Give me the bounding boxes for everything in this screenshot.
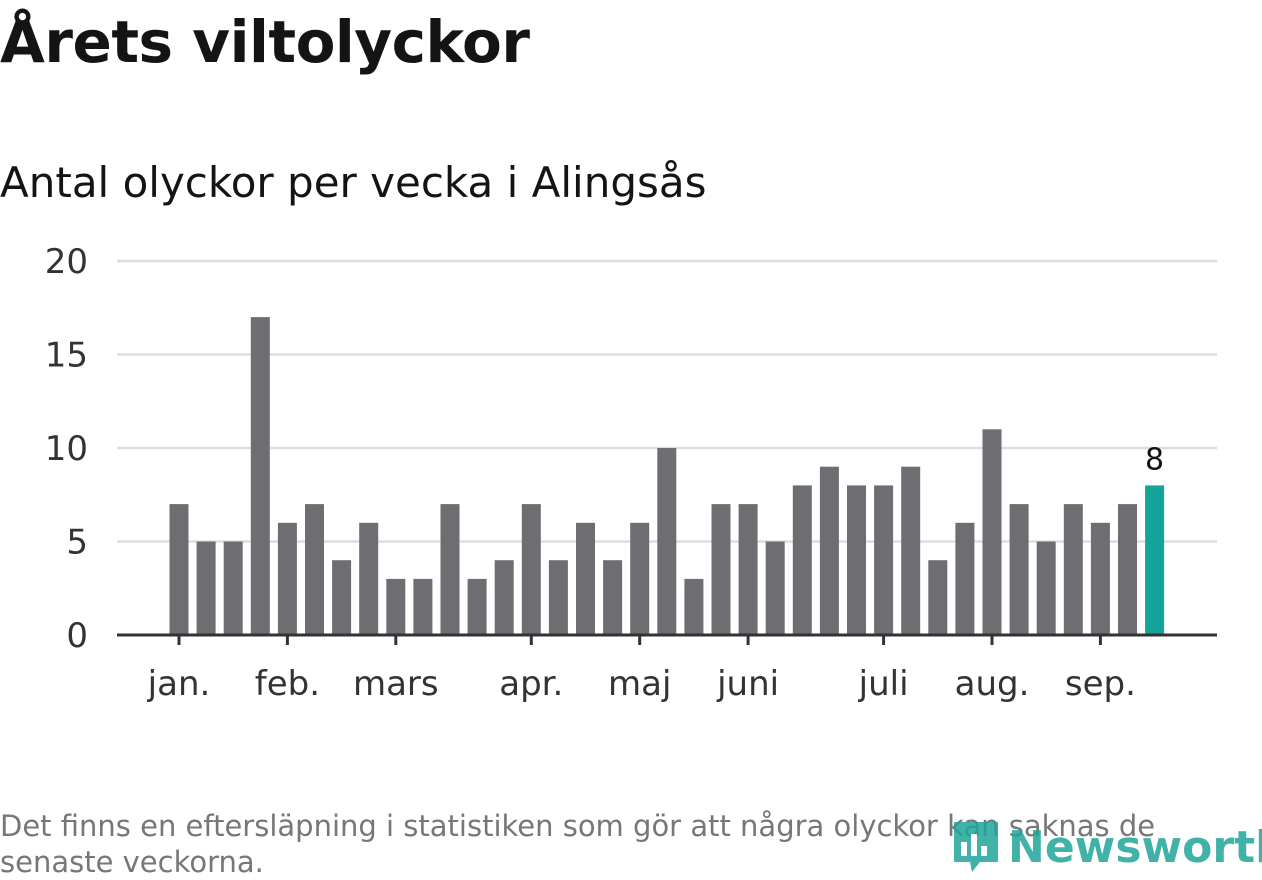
newsworthy-logo-icon <box>954 822 998 872</box>
bar <box>521 504 541 635</box>
bar <box>548 560 568 635</box>
bar <box>1063 504 1083 635</box>
bar <box>955 522 975 635</box>
bar <box>819 466 839 635</box>
y-tick-label: 0 <box>66 616 88 656</box>
bar <box>332 560 352 635</box>
bar <box>169 504 189 635</box>
bar <box>874 485 894 635</box>
chart-subtitle: Antal olyckor per vecka i Alingsås <box>0 158 707 207</box>
x-tick-label: jan. <box>147 664 211 704</box>
bar <box>738 504 758 635</box>
bar <box>901 466 921 635</box>
bar <box>765 541 785 635</box>
bar <box>386 578 406 635</box>
x-tick-label: apr. <box>499 664 563 704</box>
bar <box>928 560 948 635</box>
chart-title: Årets viltolyckor <box>0 8 530 76</box>
y-tick-label: 10 <box>45 429 88 469</box>
bar <box>196 541 216 635</box>
bar <box>603 560 623 635</box>
bar <box>305 504 324 635</box>
bar <box>711 504 731 635</box>
bar-chart: 0 5 10 15 20 8 jan. feb. mars apr. maj juni juli aug.… <box>45 242 1217 704</box>
newsworthy-logo-text: Newsworthy <box>1008 821 1262 873</box>
bar <box>440 504 460 635</box>
x-tick-label: maj <box>608 664 671 704</box>
x-tick-label: aug. <box>955 664 1030 704</box>
bar <box>847 485 866 635</box>
y-tick-label: 20 <box>45 242 88 282</box>
bar <box>792 485 812 635</box>
bar <box>250 317 270 635</box>
bar <box>413 578 433 635</box>
bar <box>684 578 704 635</box>
bar <box>223 541 243 635</box>
bar <box>630 522 650 635</box>
x-tick-label: juni <box>716 664 779 704</box>
bar <box>1036 541 1056 635</box>
bar <box>359 522 379 635</box>
y-tick-label: 15 <box>45 336 88 376</box>
x-tick-label: mars <box>353 664 439 704</box>
x-tick-label: feb. <box>255 664 320 704</box>
bar <box>657 448 677 635</box>
y-tick-label: 5 <box>66 523 88 563</box>
bar <box>467 578 487 635</box>
bar-highlight <box>1145 485 1165 635</box>
bar-value-label: 8 <box>1145 442 1164 477</box>
bar <box>1118 504 1137 635</box>
bar <box>576 522 595 635</box>
bar <box>277 522 297 635</box>
x-tick-label: sep. <box>1065 664 1136 704</box>
newsworthy-logo: Newsworthy <box>950 818 1262 876</box>
bar <box>1009 504 1029 635</box>
bar <box>494 560 514 635</box>
bar <box>1090 522 1110 635</box>
bar <box>982 429 1002 635</box>
x-tick-label: juli <box>858 664 909 704</box>
